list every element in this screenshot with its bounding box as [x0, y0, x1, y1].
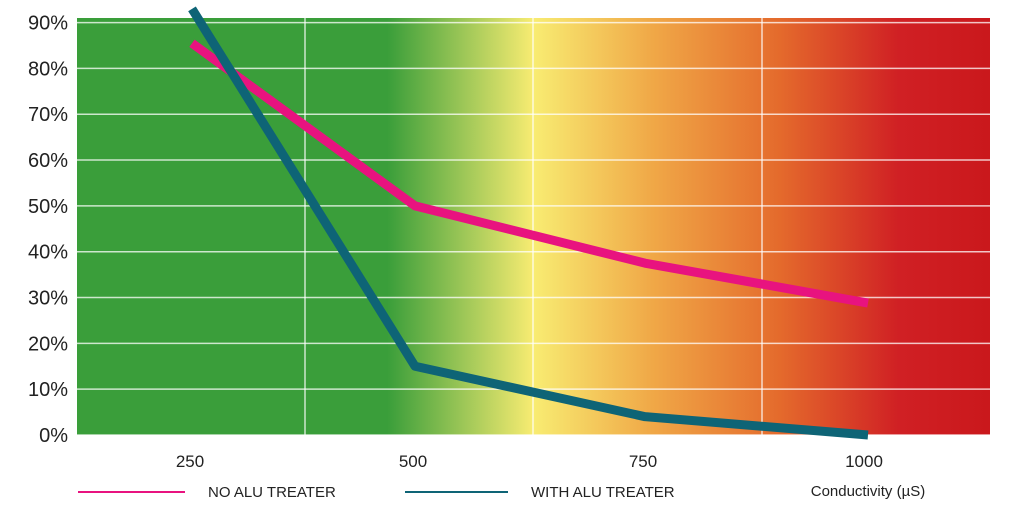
x-tick-label: 750 — [629, 452, 657, 471]
legend-label: WITH ALU TREATER — [531, 484, 675, 501]
series-line-no-alu-treater — [189, 39, 869, 308]
y-tick-label: 10% — [28, 379, 68, 401]
y-tick-label: 0% — [39, 425, 68, 447]
y-tick-label: 30% — [28, 288, 68, 310]
x-tick-label: 250 — [176, 452, 204, 471]
x-axis-label: Conductivity (µS) — [811, 483, 926, 500]
x-tick-label: 1000 — [845, 452, 883, 471]
legend-label: NO ALU TREATER — [208, 484, 336, 501]
y-tick-label: 80% — [28, 58, 68, 80]
y-tick-label: 50% — [28, 196, 68, 218]
y-tick-label: 60% — [28, 150, 68, 172]
y-tick-label: 90% — [28, 13, 68, 35]
y-tick-label: 40% — [28, 242, 68, 264]
x-tick-label: 500 — [399, 452, 427, 471]
series-line-with-alu-treater — [188, 6, 869, 440]
y-tick-label: 70% — [28, 104, 68, 126]
y-tick-label: 20% — [28, 333, 68, 355]
